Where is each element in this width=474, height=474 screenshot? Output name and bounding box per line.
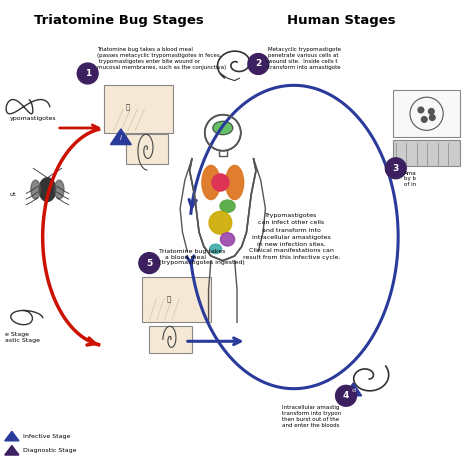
Circle shape: [212, 174, 229, 191]
Text: Triatomine bug takes
   a blood meal
(trypomastigotes ingested): Triatomine bug takes a blood meal (trypo…: [159, 249, 245, 265]
Text: ypomastigotes: ypomastigotes: [9, 116, 56, 121]
Text: Metacyclic trypomastigote
penetrate various cells at
wound site.  Inside cells t: Metacyclic trypomastigote penetrate vari…: [268, 47, 341, 70]
Text: ⬛: ⬛: [126, 103, 130, 110]
Circle shape: [336, 385, 356, 406]
Text: Ama
by b
of in: Ama by b of in: [404, 171, 417, 187]
Circle shape: [428, 109, 434, 114]
Bar: [142, 277, 211, 322]
Text: 3: 3: [392, 164, 399, 173]
Text: 2: 2: [255, 60, 262, 68]
Text: 1: 1: [84, 69, 91, 78]
Circle shape: [429, 115, 435, 120]
Ellipse shape: [220, 233, 235, 246]
Text: Triatomine Bug Stages: Triatomine Bug Stages: [34, 14, 203, 27]
Text: i: i: [120, 135, 122, 141]
Text: d: d: [351, 388, 355, 393]
Circle shape: [385, 158, 406, 179]
Circle shape: [248, 54, 269, 74]
Ellipse shape: [213, 121, 233, 135]
Circle shape: [139, 253, 160, 273]
Text: Trypomastigotes
can infect other cells
and transform into
intracellular amastigo: Trypomastigotes can infect other cells a…: [243, 213, 340, 261]
Bar: [104, 85, 173, 133]
Circle shape: [421, 117, 427, 122]
Ellipse shape: [39, 178, 56, 201]
Text: e Stage
astic Stage: e Stage astic Stage: [5, 332, 40, 343]
Ellipse shape: [202, 165, 220, 200]
Text: ut: ut: [9, 192, 16, 197]
Bar: [393, 140, 460, 166]
Ellipse shape: [209, 211, 232, 234]
Text: Infective Stage: Infective Stage: [23, 434, 70, 438]
Bar: [149, 326, 192, 353]
Circle shape: [77, 63, 98, 84]
Circle shape: [418, 107, 424, 113]
Text: 5: 5: [146, 259, 153, 267]
Polygon shape: [345, 383, 362, 396]
Text: Diagnostic Stage: Diagnostic Stage: [23, 448, 76, 453]
Text: ⬛: ⬛: [166, 295, 170, 302]
Polygon shape: [110, 129, 131, 145]
Ellipse shape: [226, 165, 244, 200]
Ellipse shape: [31, 180, 40, 199]
Ellipse shape: [55, 180, 64, 199]
Text: Human Stages: Human Stages: [287, 14, 396, 27]
Ellipse shape: [220, 200, 235, 212]
Text: i: i: [352, 388, 354, 394]
Polygon shape: [5, 431, 19, 441]
Ellipse shape: [210, 244, 221, 254]
Bar: [393, 90, 460, 137]
Bar: [126, 134, 168, 164]
Polygon shape: [5, 446, 19, 455]
Text: 4: 4: [343, 392, 349, 400]
Text: Triatomine bug takes a blood meal
(passes metacyclic trypomastigotes in feces,
 : Triatomine bug takes a blood meal (passe…: [97, 47, 227, 70]
Text: Intracellular amastig
transform into trypon
then burst out of the
and enter the : Intracellular amastig transform into try…: [282, 405, 341, 428]
